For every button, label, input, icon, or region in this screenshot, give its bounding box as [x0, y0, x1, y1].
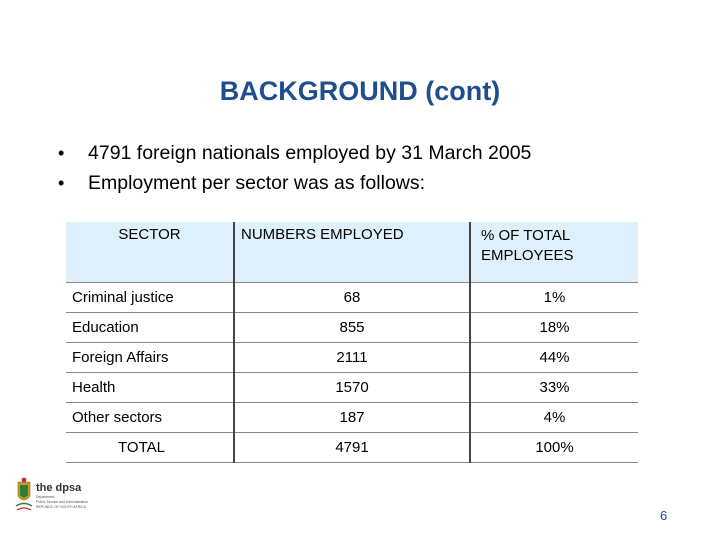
cell-percent: 4%	[469, 401, 638, 432]
bullet-glyph: •	[58, 173, 65, 193]
header-percent: % OF TOTAL EMPLOYEES	[469, 222, 638, 282]
bullet-text: 4791 foreign nationals employed by 31 Ma…	[88, 142, 532, 164]
table-header-row: SECTOR NUMBERS EMPLOYED % OF TOTAL EMPLO…	[66, 222, 638, 282]
cell-numbers: 855	[233, 311, 470, 342]
header-numbers: NUMBERS EMPLOYED	[233, 222, 470, 282]
bullet-item: • Employment per sector was as follows:	[58, 168, 531, 198]
logo-caption-line: REPUBLIC OF SOUTH AFRICA	[36, 505, 87, 509]
coat-of-arms-icon: the dpsa Department: Public Service and …	[15, 477, 88, 511]
cell-sector: Foreign Affairs	[66, 341, 234, 372]
bullet-list: • 4791 foreign nationals employed by 31 …	[58, 138, 531, 198]
employment-table: SECTOR NUMBERS EMPLOYED % OF TOTAL EMPLO…	[66, 222, 638, 463]
cell-sector: Health	[66, 371, 234, 402]
table-row: Health 1570 33%	[66, 371, 638, 402]
table-row: Foreign Affairs 2111 44%	[66, 341, 638, 372]
header-sector: SECTOR	[66, 222, 234, 282]
table-row: Education 855 18%	[66, 311, 638, 342]
cell-numbers: 68	[233, 281, 470, 312]
cell-percent: 18%	[469, 311, 638, 342]
bullet-text: Employment per sector was as follows:	[88, 172, 426, 194]
table-total-row: TOTAL 4791 100%	[66, 431, 638, 463]
bullet-item: • 4791 foreign nationals employed by 31 …	[58, 138, 531, 168]
cell-total-label: TOTAL	[66, 431, 234, 463]
logo-caption-line: Public Service and Administration	[36, 500, 88, 504]
logo-name: the dpsa	[36, 482, 82, 494]
cell-sector: Criminal justice	[66, 281, 234, 312]
dpsa-logo: the dpsa Department: Public Service and …	[14, 476, 94, 516]
slide-title: BACKGROUND (cont)	[219, 76, 501, 106]
cell-numbers: 2111	[233, 341, 470, 372]
page-number: 6	[660, 508, 668, 523]
cell-total-numbers: 4791	[233, 431, 470, 463]
cell-percent: 44%	[469, 341, 638, 372]
logo-caption-line: Department:	[36, 495, 55, 499]
table-row: Other sectors 187 4%	[66, 401, 638, 432]
table-row: Criminal justice 68 1%	[66, 281, 638, 312]
cell-percent: 1%	[469, 281, 638, 312]
cell-sector: Education	[66, 311, 234, 342]
cell-sector: Other sectors	[66, 401, 234, 432]
cell-total-percent: 100%	[469, 431, 638, 463]
cell-numbers: 187	[233, 401, 470, 432]
cell-percent: 33%	[469, 371, 638, 402]
cell-numbers: 1570	[233, 371, 470, 402]
bullet-glyph: •	[58, 143, 65, 163]
